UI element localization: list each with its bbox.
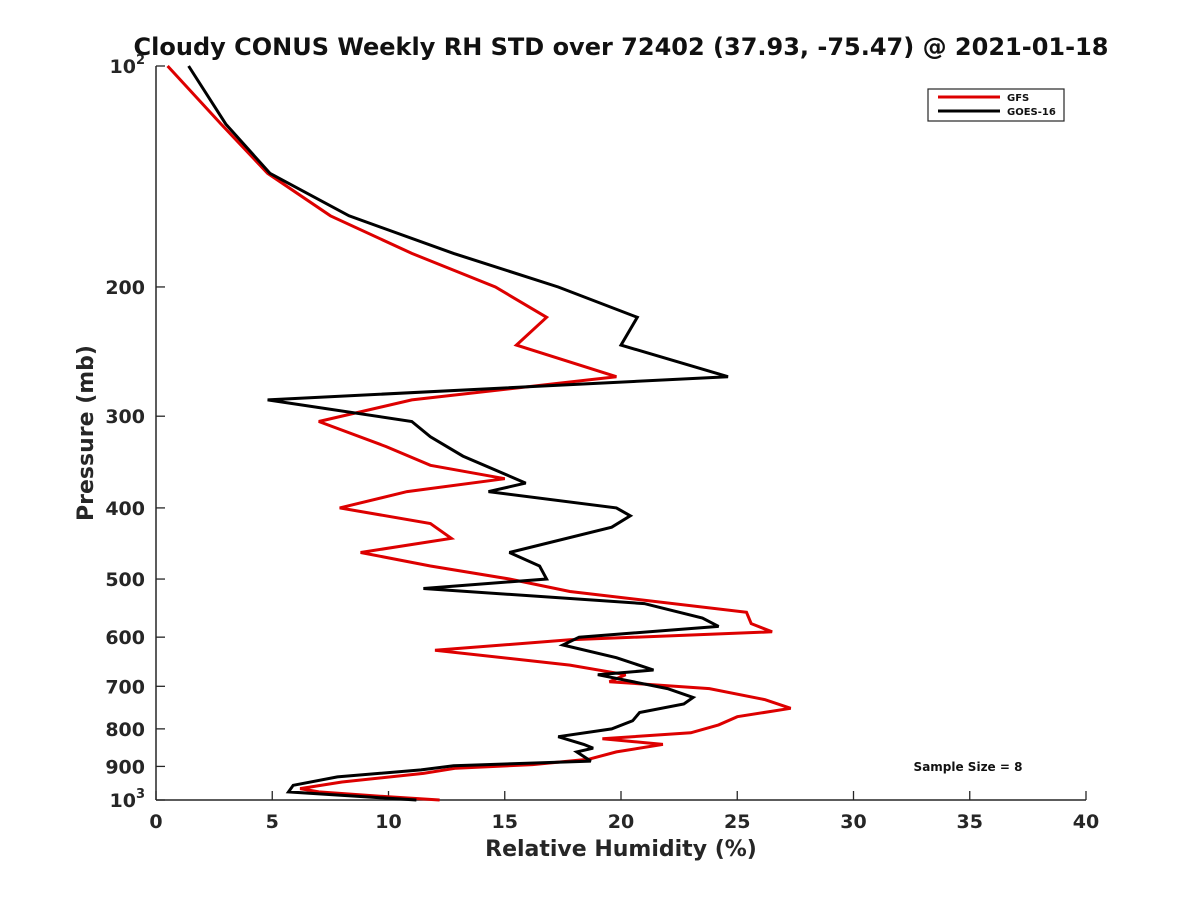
y-tick-label-base: 10 bbox=[110, 790, 136, 812]
y-tick-label-base: 900 bbox=[105, 756, 145, 778]
series-layer bbox=[166, 64, 792, 802]
y-tick-label: 102 bbox=[110, 53, 146, 78]
x-tick-label: 20 bbox=[608, 811, 634, 833]
y-tick-label-base: 800 bbox=[105, 719, 145, 741]
x-tick-label: 35 bbox=[957, 811, 983, 833]
y-tick-label: 500 bbox=[105, 569, 145, 591]
y-tick-label-base: 600 bbox=[105, 627, 145, 649]
y-tick-label: 900 bbox=[105, 756, 145, 778]
y-tick-label-base: 10 bbox=[110, 56, 136, 78]
legend: GFS GOES-16 bbox=[927, 88, 1065, 122]
y-tick-label-base: 300 bbox=[105, 406, 145, 428]
y-tick-label-base: 500 bbox=[105, 569, 145, 591]
x-axis-label: Relative Humidity (%) bbox=[485, 837, 757, 862]
x-tick-label: 30 bbox=[840, 811, 866, 833]
y-tick-label-base: 200 bbox=[105, 277, 145, 299]
y-tick-label: 400 bbox=[105, 498, 145, 520]
sample-size-annotation: Sample Size = 8 bbox=[914, 760, 1023, 774]
x-tick-label: 5 bbox=[266, 811, 279, 833]
y-tick-label: 700 bbox=[105, 676, 145, 698]
y-tick-label: 200 bbox=[105, 277, 145, 299]
y-tick-label-base: 700 bbox=[105, 676, 145, 698]
x-tick-label: 40 bbox=[1073, 811, 1099, 833]
chart-title: Cloudy CONUS Weekly RH STD over 72402 (3… bbox=[134, 33, 1109, 61]
x-tick-label: 15 bbox=[492, 811, 518, 833]
x-tick-label: 0 bbox=[149, 811, 162, 833]
legend-label: GOES-16 bbox=[1007, 107, 1056, 118]
x-tick-label: 25 bbox=[724, 811, 750, 833]
y-tick-label: 600 bbox=[105, 627, 145, 649]
legend-label: GFS bbox=[1007, 93, 1029, 104]
y-tick-label-exponent: 2 bbox=[136, 53, 145, 68]
y-tick-label: 103 bbox=[110, 787, 146, 812]
series-line-goes-16 bbox=[187, 65, 729, 802]
y-tick-label-base: 400 bbox=[105, 498, 145, 520]
legend-box bbox=[927, 88, 1065, 122]
y-tick-label: 800 bbox=[105, 719, 145, 741]
y-tick-label: 300 bbox=[105, 406, 145, 428]
y-tick-label-exponent: 3 bbox=[136, 787, 145, 802]
y-axis-label: Pressure (mb) bbox=[74, 345, 99, 521]
x-tick-label: 10 bbox=[375, 811, 401, 833]
x-ticks: 0 5 10 15 20 25 30 35 40 bbox=[149, 791, 1099, 833]
